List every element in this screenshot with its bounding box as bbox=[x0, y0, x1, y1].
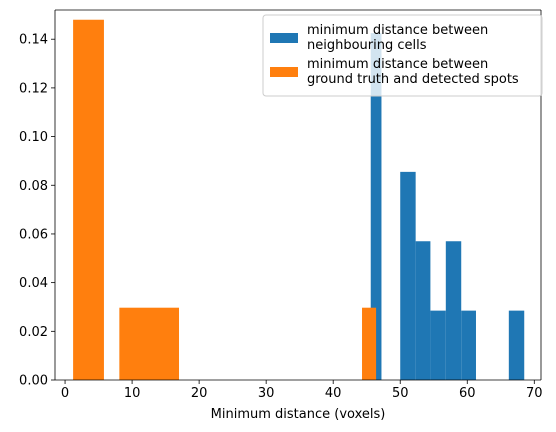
y-tick-label: 0.06 bbox=[19, 227, 48, 242]
y-tick-label: 0.08 bbox=[19, 179, 48, 194]
legend-label-2: minimum distance between bbox=[307, 57, 488, 72]
histogram-bar-series-2-3 bbox=[362, 307, 377, 380]
legend-swatch-2 bbox=[270, 67, 298, 77]
y-tick-label: 0.14 bbox=[19, 33, 48, 48]
y-tick-label: 0.00 bbox=[19, 374, 48, 389]
x-tick-label: 0 bbox=[61, 386, 69, 401]
histogram-bar-series-1-6 bbox=[461, 310, 476, 381]
legend-label-2: ground truth and detected spots bbox=[307, 72, 519, 87]
legend-box bbox=[262, 14, 543, 97]
y-tick-label: 0.04 bbox=[19, 276, 48, 291]
bars-group bbox=[73, 19, 525, 381]
y-tick-label: 0.10 bbox=[19, 130, 48, 145]
x-tick-label: 10 bbox=[124, 386, 141, 401]
x-tick-label: 70 bbox=[526, 386, 543, 401]
ticks-group: 0 10 20 30 40 50 60 70 0.00 0.02 0.04 0.06 0.08 0.10 0… bbox=[19, 33, 543, 401]
y-tick-label: 0.12 bbox=[19, 81, 48, 96]
x-tick-label: 50 bbox=[392, 386, 409, 401]
x-tick-label: 60 bbox=[459, 386, 476, 401]
x-tick-label: 40 bbox=[325, 386, 342, 401]
legend-label-1: neighbouring cells bbox=[307, 38, 427, 53]
histogram-bar-series-1-2 bbox=[400, 171, 416, 380]
x-tick-label: 30 bbox=[258, 386, 275, 401]
histogram-bar-series-2-2 bbox=[119, 307, 180, 380]
x-axis-label: Minimum distance (voxels) bbox=[211, 407, 386, 422]
histogram-bar-series-1-1 bbox=[370, 33, 382, 380]
y-tick-label: 0.02 bbox=[19, 325, 48, 340]
histogram-bar-series-2-1 bbox=[73, 19, 104, 381]
histogram-bar-series-1-5 bbox=[445, 241, 462, 380]
legend-swatch-1 bbox=[270, 33, 298, 43]
x-tick-label: 20 bbox=[191, 386, 208, 401]
histogram-bar-series-1-7 bbox=[508, 310, 525, 381]
histogram-bar-series-1-4 bbox=[430, 310, 446, 381]
histogram-bar-series-1-3 bbox=[415, 241, 431, 380]
legend-label-1: minimum distance between bbox=[307, 23, 488, 38]
